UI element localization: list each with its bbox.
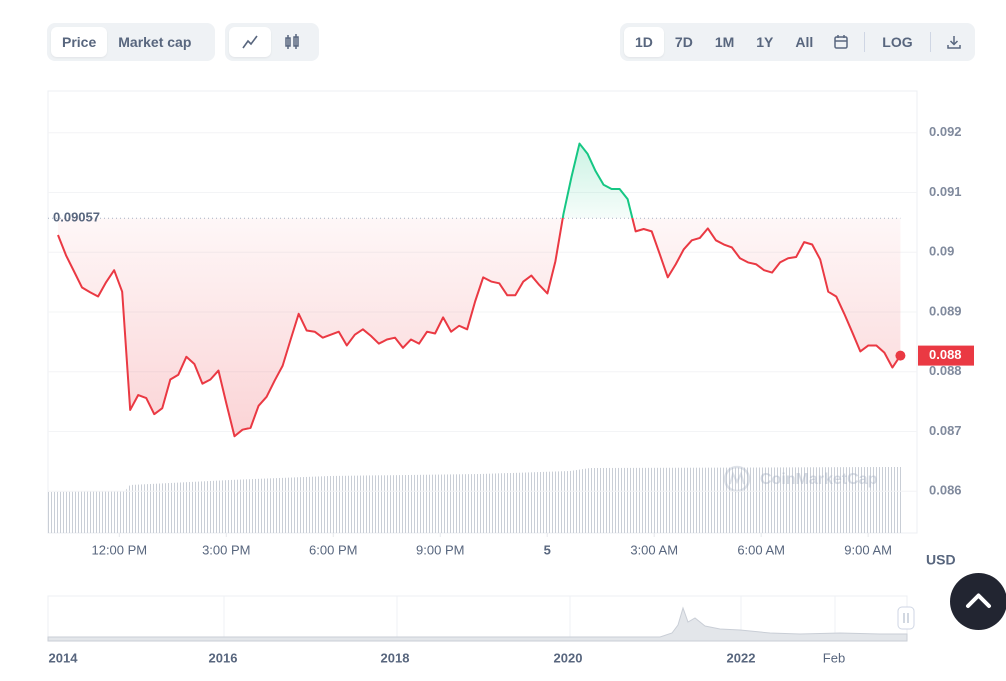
y-tick-label: 0.088 <box>929 363 962 378</box>
x-tick-label: 6:00 PM <box>309 542 357 557</box>
x-tick-label: 6:00 AM <box>737 542 785 557</box>
range-button[interactable]: 1M <box>714 34 735 50</box>
candle-style-button[interactable] <box>271 27 313 57</box>
watermark: CoinMarketCap <box>760 471 878 488</box>
calendar-button[interactable] <box>824 27 858 57</box>
range-button[interactable]: All <box>795 34 814 50</box>
range-button[interactable]: 7D <box>674 34 693 50</box>
chart-style-group <box>225 23 319 61</box>
scroll-top-button[interactable] <box>950 573 1006 630</box>
market-cap-tab[interactable]: Market cap <box>118 34 192 50</box>
navigator-label: 2022 <box>727 650 756 665</box>
navigator-label: 2020 <box>554 650 583 665</box>
navigator-label: 2014 <box>49 650 79 665</box>
open-price-label: 0.09057 <box>53 210 100 225</box>
line-style-button[interactable] <box>229 27 271 57</box>
divider <box>929 32 931 52</box>
volume-bars <box>48 467 901 533</box>
y-tick-label: 0.092 <box>929 124 962 139</box>
log-button[interactable]: LOG <box>882 34 913 50</box>
navigator-label: 2018 <box>381 650 410 665</box>
line-icon <box>242 35 258 49</box>
y-tick-label: 0.091 <box>929 184 962 199</box>
x-tick-label: 9:00 AM <box>844 542 892 557</box>
x-tick-label: 12:00 PM <box>91 542 147 557</box>
y-tick-label: 0.09 <box>929 244 954 259</box>
y-tick-label: 0.087 <box>929 423 962 438</box>
price-tag-label: 0.088 <box>929 347 962 362</box>
range-group: 1D 7D 1M 1Y All LOG <box>620 23 975 61</box>
candle-icon <box>285 34 299 49</box>
y-tick-label: 0.089 <box>929 303 962 318</box>
calendar-icon <box>834 35 849 49</box>
range-button[interactable]: 1Y <box>756 34 774 50</box>
navigator-handle[interactable] <box>897 606 915 630</box>
price-area <box>57 143 901 437</box>
range-button[interactable]: 1D <box>624 27 664 57</box>
download-button[interactable] <box>937 27 971 57</box>
download-icon <box>946 36 961 49</box>
last-price-dot <box>895 350 906 361</box>
x-tick-label: 9:00 PM <box>416 542 464 557</box>
navigator-label: Feb <box>823 650 845 665</box>
price-tag <box>918 345 974 366</box>
chevron-up-icon <box>966 593 991 608</box>
divider <box>864 32 866 52</box>
price-tab[interactable]: Price <box>51 27 108 57</box>
x-tick-label: 3:00 AM <box>630 542 678 557</box>
chart-kind-group: Price Market cap <box>47 23 215 61</box>
x-tick-label: 5 <box>544 542 551 557</box>
y-tick-label: 0.086 <box>929 483 962 498</box>
currency-label: USD <box>926 552 956 568</box>
navigator-overview <box>47 606 908 642</box>
price-line <box>57 142 902 438</box>
x-tick-label: 3:00 PM <box>202 542 250 557</box>
navigator-label: 2016 <box>209 650 238 665</box>
